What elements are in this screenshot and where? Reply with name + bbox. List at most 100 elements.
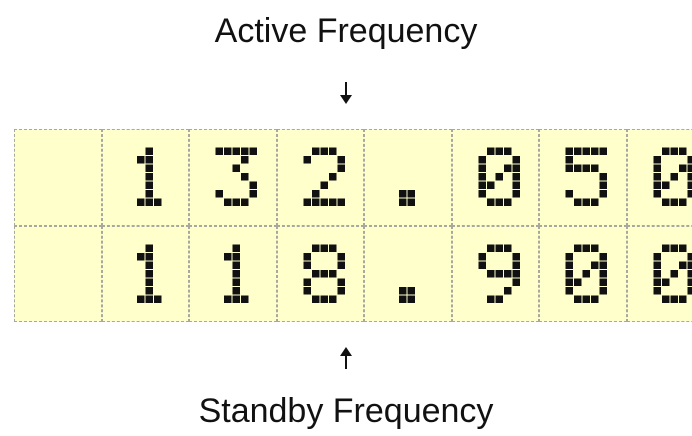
lcd-pixel (399, 295, 407, 303)
lcd-pixel (687, 261, 692, 269)
lcd-pixel (224, 147, 232, 155)
lcd-pixel (303, 198, 311, 206)
lcd-pixel (503, 286, 511, 294)
lcd-pixel (599, 181, 607, 189)
lcd-pixel (599, 269, 607, 277)
lcd-pixel (478, 190, 486, 198)
lcd-pixel (320, 295, 328, 303)
lcd-pixel (399, 198, 407, 206)
lcd-pixel (661, 244, 669, 252)
decimal-point (399, 286, 415, 303)
lcd-pixel (136, 295, 144, 303)
lcd-digit (653, 244, 692, 303)
lcd-pixel (503, 164, 511, 172)
lcd-pixel (311, 190, 319, 198)
lcd-pixel (512, 269, 520, 277)
lcd-pixel (145, 261, 153, 269)
lcd-digit (653, 147, 692, 206)
lcd-pixel (574, 278, 582, 286)
lcd-pixel (678, 261, 686, 269)
lcd-pixel (591, 147, 599, 155)
lcd-pixel (565, 190, 573, 198)
lcd-pixel (503, 147, 511, 155)
standby-char-cell (451, 225, 539, 322)
lcd-pixel (574, 198, 582, 206)
lcd-pixel (670, 295, 678, 303)
active-char-cell (101, 129, 189, 226)
lcd-pixel (145, 244, 153, 252)
lcd-pixel (670, 173, 678, 181)
lcd-pixel (136, 156, 144, 164)
standby-char-cell (14, 225, 102, 322)
lcd-pixel (670, 244, 678, 252)
lcd-pixel (495, 147, 503, 155)
lcd-pixel (337, 156, 345, 164)
lcd-pixel (145, 173, 153, 181)
lcd-pixel (687, 156, 692, 164)
lcd-pixel (512, 278, 520, 286)
lcd-pixel (653, 261, 661, 269)
lcd-digit (136, 147, 161, 206)
lcd-pixel (495, 198, 503, 206)
lcd-pixel (145, 295, 153, 303)
lcd-pixel (687, 269, 692, 277)
lcd-pixel (678, 164, 686, 172)
lcd-pixel (591, 164, 599, 172)
lcd-pixel (249, 147, 257, 155)
lcd-pixel (495, 269, 503, 277)
lcd-pixel (153, 295, 161, 303)
lcd-pixel (486, 198, 494, 206)
lcd-pixel (407, 286, 415, 294)
standby-frequency-label: Standby Frequency (198, 392, 494, 430)
lcd-pixel (478, 156, 486, 164)
lcd-pixel (145, 190, 153, 198)
lcd-pixel (303, 261, 311, 269)
lcd-pixel (661, 278, 669, 286)
lcd-pixel (653, 181, 661, 189)
standby-char-cell (276, 225, 364, 322)
lcd-pixel (565, 147, 573, 155)
lcd-pixel (337, 278, 345, 286)
lcd-pixel (599, 286, 607, 294)
lcd-pixel (565, 252, 573, 260)
lcd-pixel (599, 278, 607, 286)
lcd-digit (224, 244, 249, 303)
lcd-pixel (653, 252, 661, 260)
lcd-pixel (224, 252, 232, 260)
lcd-pixel (486, 244, 494, 252)
lcd-pixel (232, 252, 240, 260)
active-char-cell (626, 129, 692, 226)
lcd-pixel (232, 147, 240, 155)
lcd-digit (478, 147, 520, 206)
lcd-pixel (407, 295, 415, 303)
lcd-pixel (670, 269, 678, 277)
lcd-pixel (653, 173, 661, 181)
lcd-pixel (661, 295, 669, 303)
lcd-pixel (232, 198, 240, 206)
lcd-pixel (678, 198, 686, 206)
lcd-pixel (328, 198, 336, 206)
lcd-pixel (661, 181, 669, 189)
lcd-pixel (495, 244, 503, 252)
lcd-pixel (653, 278, 661, 286)
lcd-pixel (599, 173, 607, 181)
lcd-pixel (582, 164, 590, 172)
lcd-pixel (311, 147, 319, 155)
standby-char-cell (539, 225, 627, 322)
lcd-pixel (328, 295, 336, 303)
lcd-digit (215, 147, 257, 206)
lcd-pixel (582, 295, 590, 303)
lcd-pixel (678, 295, 686, 303)
lcd-pixel (145, 181, 153, 189)
lcd-pixel (337, 164, 345, 172)
lcd-pixel (232, 244, 240, 252)
lcd-pixel (574, 164, 582, 172)
lcd-pixel (136, 252, 144, 260)
lcd-pixel (486, 295, 494, 303)
lcd-pixel (311, 198, 319, 206)
lcd-pixel (478, 252, 486, 260)
lcd-pixel (591, 261, 599, 269)
frequency-display (14, 129, 692, 322)
lcd-pixel (565, 278, 573, 286)
lcd-pixel (591, 198, 599, 206)
